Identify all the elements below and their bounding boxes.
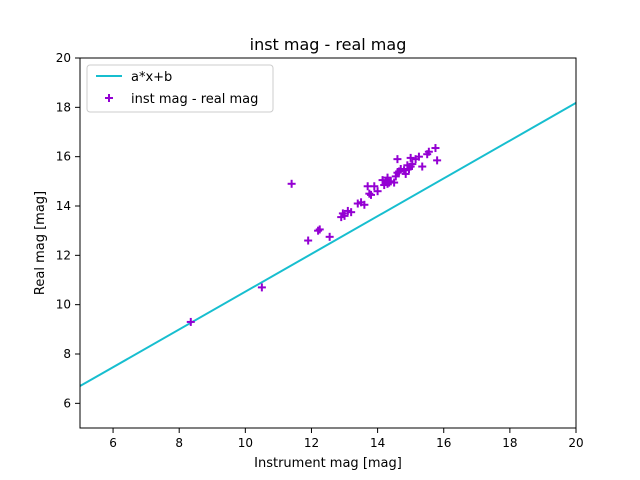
plot-content [80,102,576,387]
data-point [424,147,433,156]
data-point [257,283,266,292]
x-axis-label: Instrument mag [mag] [254,456,402,471]
data-point [186,317,195,326]
legend-label-fit: a*x+b [131,70,172,85]
legend-label-points: inst mag - real mag [131,92,258,107]
fit-line [80,102,576,387]
data-point [360,200,369,209]
y-tick-label: 6 [63,396,71,410]
plot-frame [79,57,577,429]
y-tick-label: 18 [56,100,71,114]
x-tick-label: 6 [109,436,117,450]
y-tick-label: 10 [56,298,71,312]
legend: a*x+b inst mag - real mag [86,64,274,113]
y-tick-label: 16 [56,150,71,164]
data-point [365,189,374,198]
data-point [373,187,382,196]
chart-title: inst mag - real mag [250,35,407,54]
data-point [391,172,400,181]
y-tick-label: 8 [63,347,71,361]
data-point [418,162,427,171]
data-point [393,155,402,164]
data-point [366,190,375,199]
data-point [433,156,442,165]
data-point [287,179,296,188]
y-axis-label: Real mag [mag] [33,191,48,295]
y-tick-label: 12 [56,248,71,262]
y-tick-label: 20 [56,51,71,65]
data-point [406,153,415,162]
legend-box [86,64,274,113]
data-point [304,236,313,245]
axis-ticks: 6 8 10 12 14 16 18 20 6 8 10 12 14 16 18 20 [56,51,584,450]
data-point [408,160,417,169]
data-point [401,169,410,178]
x-tick-label: 20 [568,436,583,450]
data-point [314,226,323,235]
x-tick-label: 8 [175,436,183,450]
data-point [340,211,349,220]
data-point [400,166,409,175]
x-tick-label: 16 [436,436,451,450]
x-tick-label: 18 [502,436,517,450]
data-point [325,232,334,241]
data-point [315,225,324,234]
data-point [414,152,423,161]
data-point [370,182,379,191]
x-tick-label: 12 [304,436,319,450]
x-tick-label: 10 [238,436,253,450]
data-point [390,178,399,187]
x-tick-label: 14 [370,436,385,450]
y-tick-label: 14 [56,199,71,213]
data-point [347,208,356,217]
legend-marker-swatch [105,94,113,102]
data-point [431,144,440,153]
